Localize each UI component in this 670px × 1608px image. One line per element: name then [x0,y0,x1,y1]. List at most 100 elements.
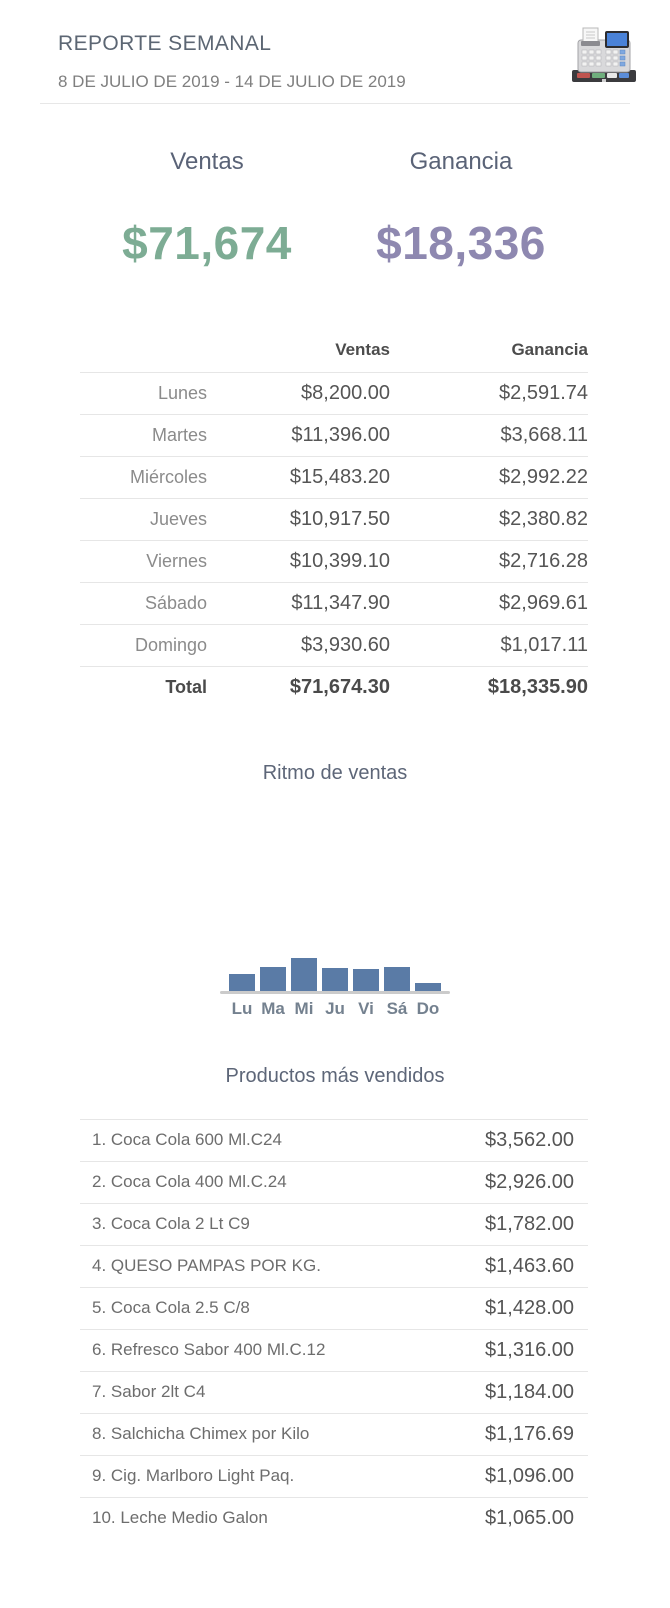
chart-bar-ju [322,967,348,991]
day-cell: Domingo [80,624,207,667]
day-row: Martes $11,396.00 $3,668.11 [80,414,588,457]
day-row: Lunes $8,200.00 $2,591.74 [80,372,588,415]
product-name: 3. Coca Cola 2 Lt C9 [92,1214,250,1233]
product-price: $1,463.60 [485,1254,574,1277]
day-cell: Miércoles [80,456,207,499]
top-products-section: Productos más vendidos 1. Coca Cola 600 … [0,1065,670,1539]
ganancia-cell: $2,591.74 [390,372,588,415]
product-price: $1,065.00 [485,1506,574,1529]
page-title: REPORTE SEMANAL [58,32,272,55]
product-price: $1,184.00 [485,1380,574,1403]
sales-label: Ventas [170,148,244,175]
header-divider [40,103,630,104]
product-row: 8. Salchicha Chimex por Kilo $1,176.69 [80,1412,588,1455]
product-row: 9. Cig. Marlboro Light Paq. $1,096.00 [80,1454,588,1497]
product-name: 10. Leche Medio Galon [92,1508,268,1527]
column-header-ventas: Ventas [207,334,390,373]
ganancia-cell: $2,969.61 [390,582,588,625]
chart-label-mi: Mi [294,998,314,1018]
product-price: $1,782.00 [485,1212,574,1235]
product-name: 5. Coca Cola 2.5 C/8 [92,1298,250,1317]
product-price: $3,562.00 [485,1128,574,1151]
day-cell: Jueves [80,498,207,541]
ganancia-cell: $2,380.82 [390,498,588,541]
profit-total-value: $18,336 [376,217,546,269]
ventas-cell: $15,483.20 [207,456,390,499]
product-row: 6. Refresco Sabor 400 Ml.C.12 $1,316.00 [80,1328,588,1371]
chart-label-ma: Ma [261,998,285,1018]
ganancia-cell: $18,335.90 [487,676,588,699]
product-name: 1. Coca Cola 600 Ml.C24 [92,1130,282,1149]
product-price: $1,316.00 [485,1338,574,1361]
ventas-cell: $10,917.50 [207,498,390,541]
product-name: 4. QUESO PAMPAS POR KG. [92,1256,321,1275]
ventas-cell: $3,930.60 [207,624,390,667]
chart-label-lu: Lu [231,998,253,1018]
product-name: 9. Cig. Marlboro Light Paq. [92,1466,295,1485]
product-row: 5. Coca Cola 2.5 C/8 $1,428.00 [80,1286,588,1329]
product-name: 7. Sabor 2lt C4 [92,1382,206,1401]
chart-label-sá: Sá [386,998,408,1018]
cash-register-icon [572,27,636,82]
day-row: Viernes $10,399.10 $2,716.28 [80,540,588,583]
total-row: Total $71,674.30 $18,335.90 [80,667,588,709]
chart-axis-labels: Lu Ma Mi Ju Vi Sá Do [0,999,670,1019]
daily-sales-table: Ventas Ganancia Lunes $8,200.00 $2,591.74 Ma… [80,334,588,709]
product-price: $1,096.00 [485,1464,574,1487]
chart-baseline [220,990,450,994]
day-cell: Viernes [80,540,207,583]
chart-title: Ritmo de ventas [262,761,408,784]
ganancia-cell: $1,017.11 [390,624,588,667]
ganancia-cell: $2,992.22 [390,456,588,499]
product-price: $2,926.00 [485,1170,574,1193]
product-row: 1. Coca Cola 600 Ml.C24 $3,562.00 [80,1118,588,1161]
table-header-row: Ventas Ganancia [80,334,588,373]
chart-label-ju: Ju [325,998,345,1018]
profit-label: Ganancia [409,148,513,175]
chart-label-vi: Vi [358,998,374,1018]
day-row: Miércoles $15,483.20 $2,992.22 [80,456,588,499]
day-row: Domingo $3,930.60 $1,017.11 [80,624,588,667]
sales-total-value: $71,674 [122,217,292,269]
product-name: 8. Salchicha Chimex por Kilo [92,1424,310,1443]
day-cell: Lunes [80,372,207,415]
product-name: 6. Refresco Sabor 400 Ml.C.12 [92,1340,326,1359]
column-header-ganancia: Ganancia [390,334,588,373]
day-cell: Sábado [80,582,207,625]
chart-bar-vi [353,968,379,991]
product-row: 2. Coca Cola 400 Ml.C.24 $2,926.00 [80,1160,588,1203]
ventas-cell: $71,674.30 [289,676,390,699]
product-price: $1,176.69 [485,1422,574,1445]
chart-bar-mi [291,957,317,991]
product-row: 3. Coca Cola 2 Lt C9 $1,782.00 [80,1202,588,1245]
sales-rhythm-section: Ritmo de ventas Lu Ma Mi Ju Vi Sá Do [0,762,670,1019]
products-title: Productos más vendidos [225,1064,445,1087]
chart-bar-sá [384,966,410,991]
ganancia-cell: $2,716.28 [390,540,588,583]
ventas-cell: $8,200.00 [207,372,390,415]
chart-label-do: Do [416,998,440,1018]
ventas-cell: $11,396.00 [207,414,390,457]
report-header: REPORTE SEMANAL 8 DE JULIO DE 2019 - 14 … [0,0,670,92]
profit-summary: Ganancia $18,336 [334,148,588,270]
header-text: REPORTE SEMANAL 8 DE JULIO DE 2019 - 14 … [58,30,406,92]
product-price: $1,428.00 [485,1296,574,1319]
day-cell: Total [165,677,207,698]
ganancia-cell: $3,668.11 [390,414,588,457]
sales-summary: Ventas $71,674 [80,148,334,270]
day-cell: Martes [80,414,207,457]
bar-chart [0,957,670,991]
column-header-empty [80,334,207,373]
chart-bar-lu [229,973,255,991]
date-range: 8 DE JULIO DE 2019 - 14 DE JULIO DE 2019 [58,72,406,91]
product-row: 10. Leche Medio Galon $1,065.00 [80,1496,588,1539]
ventas-cell: $11,347.90 [207,582,390,625]
ventas-cell: $10,399.10 [207,540,390,583]
product-row: 4. QUESO PAMPAS POR KG. $1,463.60 [80,1244,588,1287]
products-list: 1. Coca Cola 600 Ml.C24 $3,562.00 2. Coca … [80,1118,588,1539]
product-row: 7. Sabor 2lt C4 $1,184.00 [80,1370,588,1413]
summary-section: Ventas $71,674 Ganancia $18,336 [80,148,588,270]
chart-bar-do [415,982,441,991]
chart-bar-ma [260,966,286,991]
